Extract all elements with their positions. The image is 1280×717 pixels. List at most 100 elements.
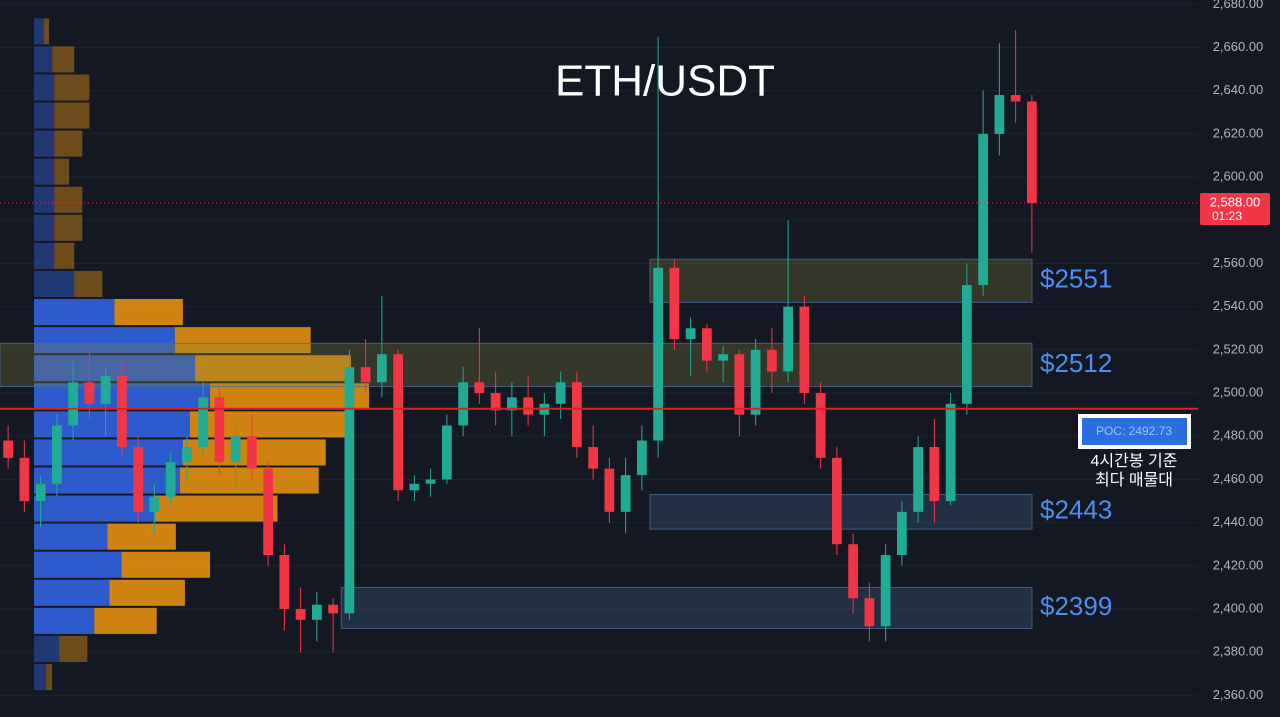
- candle-body: [458, 382, 468, 426]
- candle-body: [263, 468, 273, 556]
- candle-body: [555, 382, 566, 404]
- candle-body: [1027, 101, 1037, 204]
- candle-body: [393, 354, 403, 491]
- profile-down-bar: [114, 299, 183, 326]
- candle-body: [572, 382, 582, 448]
- candle-body: [994, 95, 1005, 134]
- profile-up-bar: [34, 327, 175, 354]
- candle-body: [312, 604, 322, 620]
- candle-body: [214, 397, 225, 463]
- y-tick-label: 2,560.00: [1213, 255, 1264, 270]
- profile-up-bar: [34, 551, 122, 578]
- candle-body: [799, 306, 810, 394]
- candle-body: [1010, 95, 1021, 102]
- profile-up-bar: [34, 130, 55, 157]
- candle-body: [182, 447, 192, 463]
- candle-body: [295, 609, 306, 620]
- candle-body: [880, 555, 891, 627]
- profile-down-bar: [121, 551, 211, 578]
- candle-body: [100, 375, 111, 404]
- candle-body: [360, 367, 371, 383]
- candle-body: [848, 544, 858, 599]
- y-tick-label: 2,460.00: [1213, 471, 1264, 486]
- price-timer: 01:23: [1212, 209, 1242, 223]
- candle-body: [279, 555, 290, 610]
- zone-label: $2512: [1040, 348, 1112, 378]
- candle-body: [19, 457, 30, 502]
- y-tick-label: 2,540.00: [1213, 298, 1264, 313]
- price-tag: [1200, 193, 1270, 226]
- y-tick-label: 2,680.00: [1213, 0, 1264, 11]
- candle-body: [718, 354, 728, 361]
- candle-body: [507, 397, 517, 411]
- profile-down-bar: [52, 46, 75, 73]
- candle-body: [149, 496, 160, 512]
- poc-note: 4시간봉 기준: [1091, 452, 1178, 470]
- poc-label: POC: 2492.73: [1096, 424, 1172, 438]
- candle-body: [929, 447, 940, 502]
- candle-body: [133, 447, 143, 512]
- candle-body: [750, 349, 761, 415]
- profile-up-bar: [34, 214, 55, 241]
- candle-body: [620, 475, 631, 512]
- y-tick-label: 2,500.00: [1213, 384, 1264, 399]
- zone-label: $2551: [1040, 264, 1112, 294]
- y-tick-label: 2,620.00: [1213, 125, 1264, 140]
- candle-body: [913, 447, 923, 512]
- candle-body: [442, 425, 452, 480]
- candle-body: [344, 367, 355, 614]
- y-tick-label: 2,520.00: [1213, 341, 1264, 356]
- zone: [0, 342, 1033, 388]
- candle-body: [377, 354, 387, 383]
- candle-body: [328, 604, 338, 614]
- candle-body: [247, 436, 257, 469]
- candle-body: [68, 382, 78, 426]
- profile-up-bar: [34, 607, 95, 634]
- candle-body: [702, 328, 712, 361]
- y-tick-label: 2,440.00: [1213, 514, 1264, 529]
- profile-down-bar: [194, 355, 351, 382]
- zone-label: $2443: [1040, 495, 1112, 525]
- profile-up-bar: [34, 242, 55, 269]
- candle-body: [409, 483, 420, 491]
- y-tick-label: 2,480.00: [1213, 428, 1264, 443]
- candle-body: [637, 440, 647, 476]
- candle-body: [198, 397, 208, 448]
- candle-body: [815, 393, 826, 458]
- profile-down-bar: [94, 607, 157, 634]
- candle-body: [962, 285, 972, 404]
- profile-up-bar: [34, 46, 53, 73]
- candle-body: [3, 440, 13, 458]
- chart-title: ETH/USDT: [555, 57, 775, 106]
- candle-body: [117, 375, 127, 448]
- profile-down-bar: [179, 467, 319, 494]
- candle-body: [52, 425, 62, 484]
- profile-up-bar: [34, 74, 55, 101]
- candle-body: [523, 397, 533, 415]
- y-tick-label: 2,640.00: [1213, 82, 1264, 97]
- profile-down-bar: [189, 411, 346, 438]
- profile-up-bar: [34, 299, 115, 326]
- y-tick-label: 2,600.00: [1213, 169, 1264, 184]
- profile-up-bar: [34, 158, 55, 185]
- profile-down-bar: [54, 158, 70, 185]
- profile-down-bar: [44, 18, 50, 45]
- zone-label: $2399: [1040, 591, 1112, 621]
- candle-body: [165, 462, 176, 497]
- y-tick-label: 2,400.00: [1213, 600, 1264, 615]
- candle-body: [864, 598, 875, 627]
- profile-down-bar: [74, 270, 103, 298]
- profile-down-bar: [54, 102, 90, 129]
- candle-body: [767, 349, 777, 372]
- zone: [649, 258, 1033, 303]
- profile-down-bar: [54, 130, 83, 157]
- price-label: 2,588.00: [1210, 194, 1261, 209]
- candle-body: [669, 267, 680, 340]
- profile-down-bar: [54, 242, 75, 269]
- candle-body: [978, 133, 988, 286]
- profile-down-bar: [59, 635, 88, 663]
- y-tick-label: 2,380.00: [1213, 644, 1264, 659]
- profile-up-bar: [34, 186, 55, 213]
- profile-up-bar: [34, 18, 45, 45]
